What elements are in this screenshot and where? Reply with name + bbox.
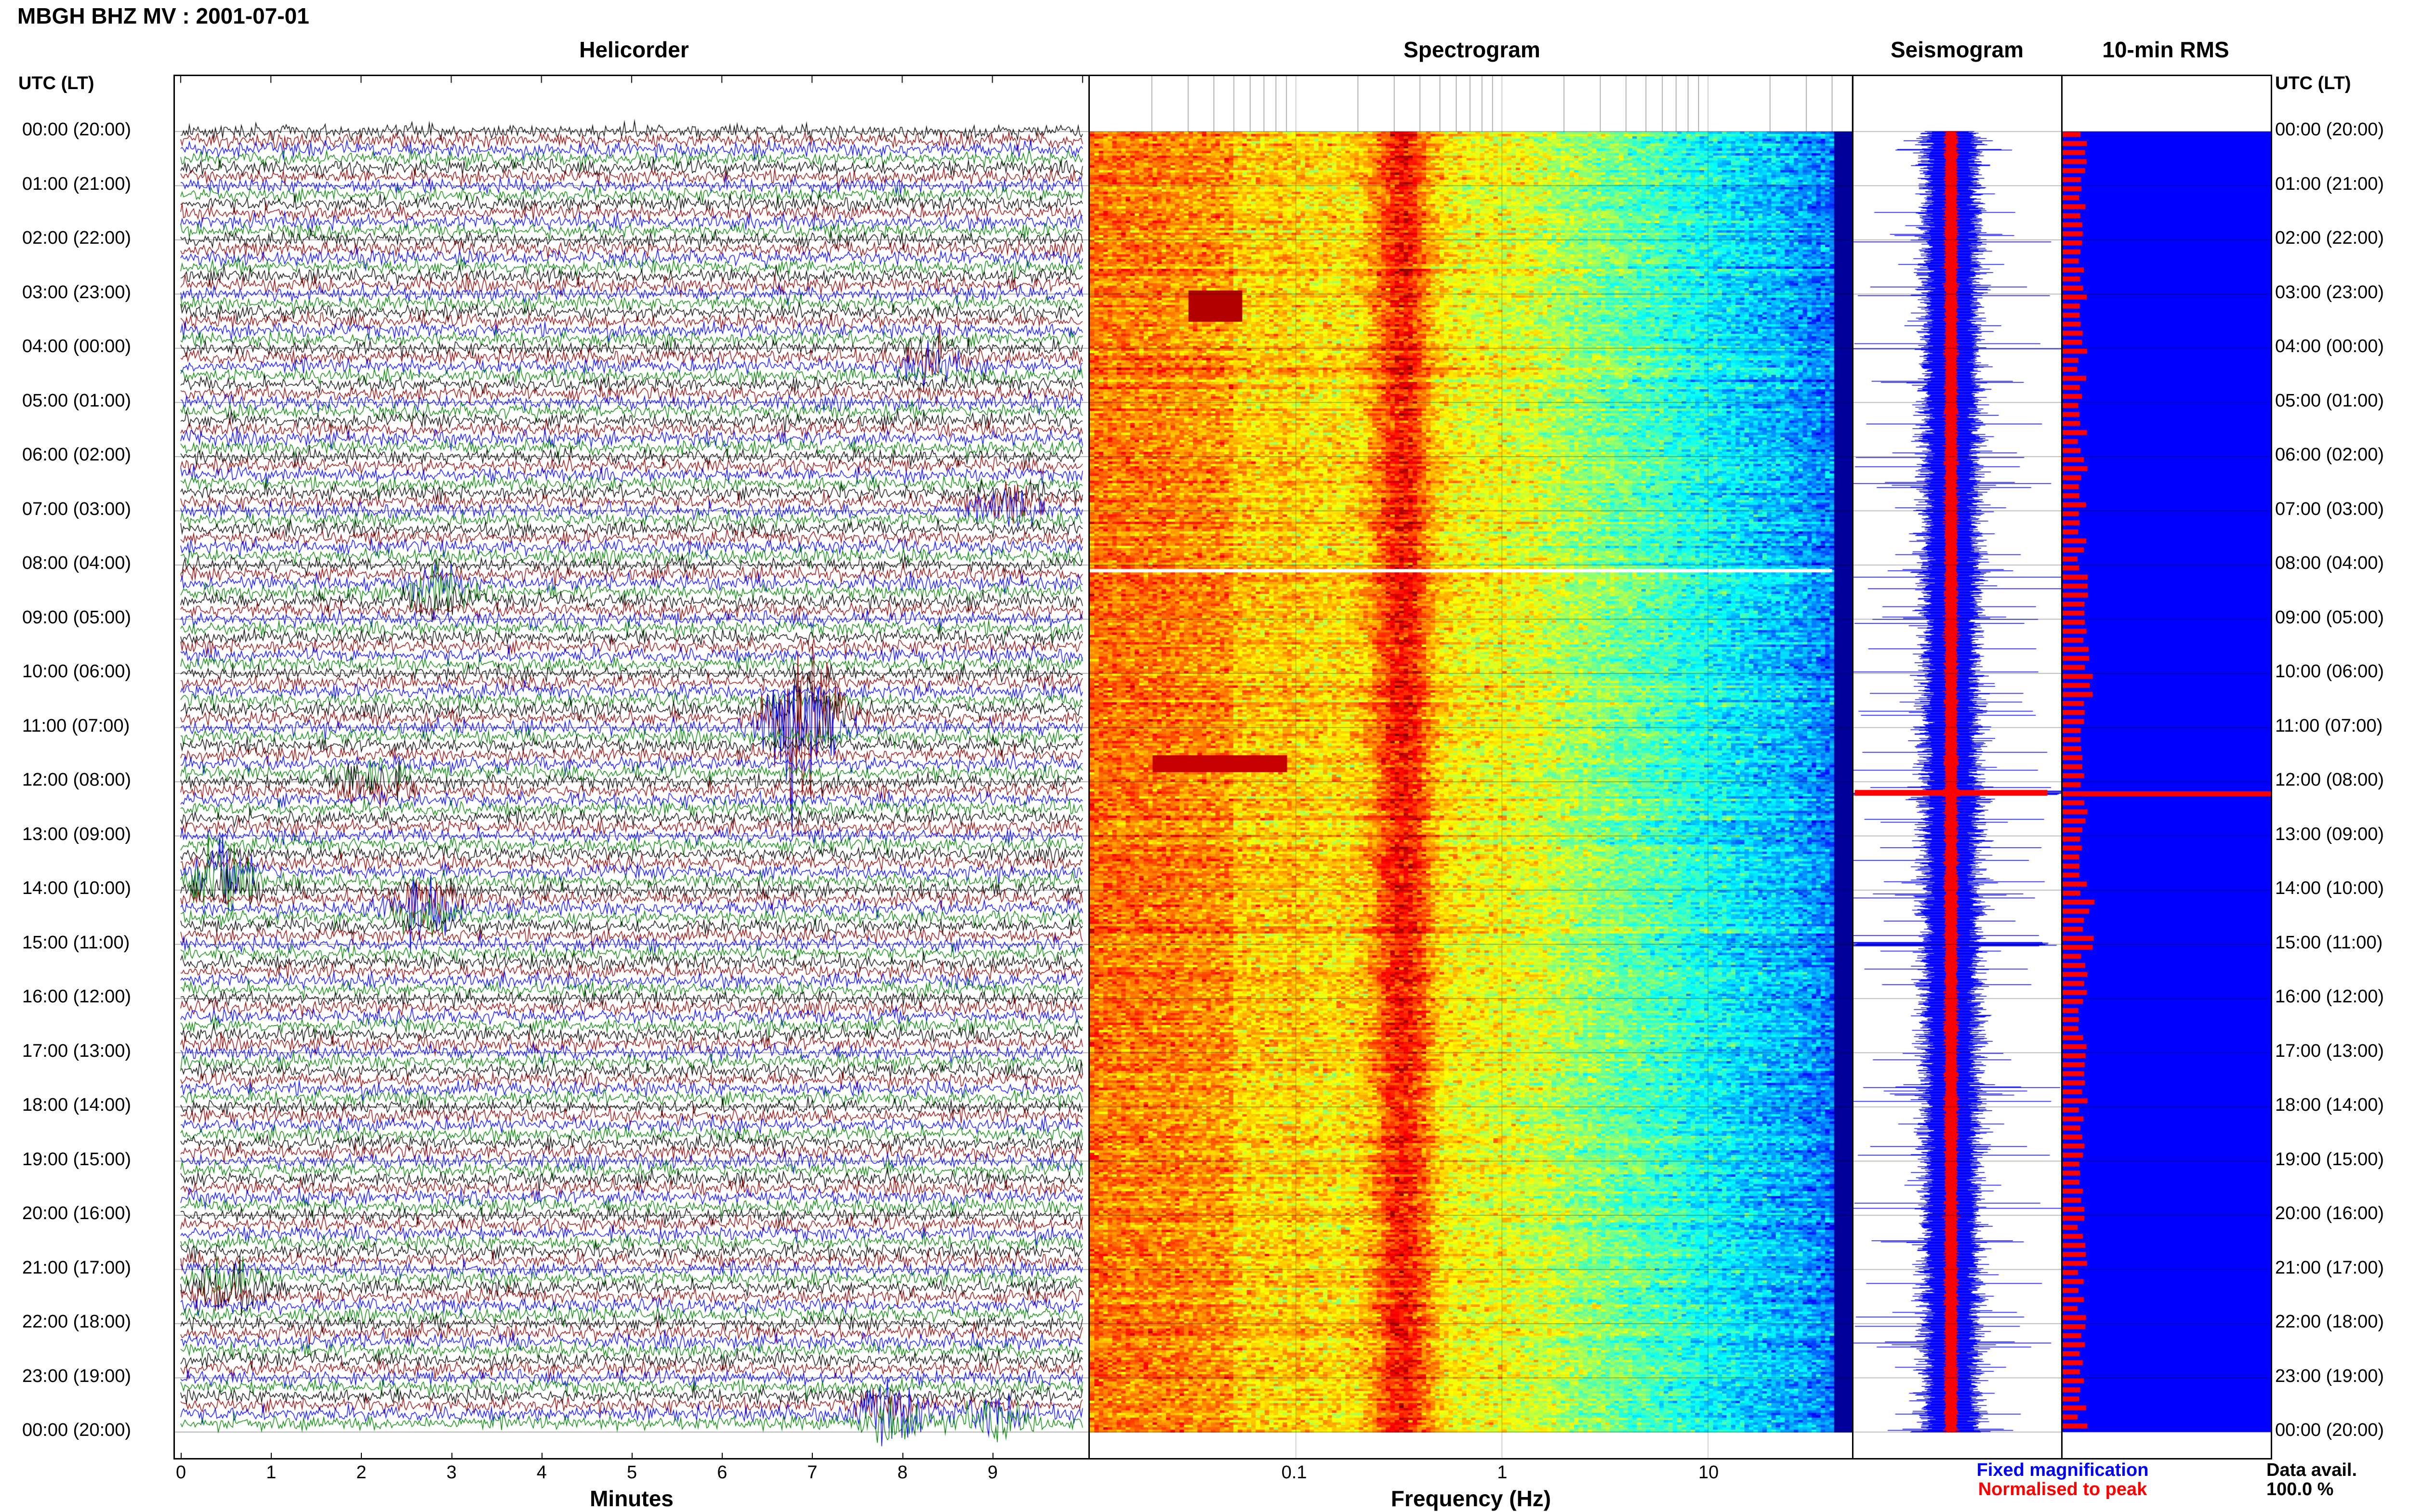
availability: Data avail. 100.0 % xyxy=(2266,1460,2357,1499)
time-label: 23:00 (19:00) xyxy=(22,1366,132,1386)
time-label: 05:00 (01:00) xyxy=(22,390,132,411)
rms-canvas xyxy=(2063,76,2271,1458)
time-label: 22:00 (18:00) xyxy=(2275,1312,2384,1332)
time-label: 13:00 (09:00) xyxy=(22,824,132,844)
helicorder-x-tick: 2 xyxy=(356,1462,367,1483)
helicorder-x-tick-mark xyxy=(541,1453,543,1459)
time-label: 16:00 (12:00) xyxy=(2275,986,2384,1007)
time-label: 17:00 (13:00) xyxy=(22,1040,132,1061)
time-label: 07:00 (03:00) xyxy=(22,499,132,519)
time-label: 11:00 (07:00) xyxy=(2275,715,2383,736)
helicorder-x-tick-mark xyxy=(271,1453,272,1459)
time-label: 15:00 (11:00) xyxy=(2275,932,2383,953)
time-label: 23:00 (19:00) xyxy=(2275,1366,2384,1386)
helicorder-x-tick: 0 xyxy=(176,1462,186,1483)
helicorder-canvas xyxy=(175,76,1088,1458)
time-label: 00:00 (20:00) xyxy=(2275,119,2384,140)
spectrogram-x-axis: 0.1 1 10 xyxy=(1088,1459,1853,1488)
helicorder-x-tick-mark xyxy=(722,1453,723,1459)
spectrogram-x-label: Frequency (Hz) xyxy=(1390,1486,1551,1511)
rms-title: 10-min RMS xyxy=(2102,37,2229,62)
time-label: 02:00 (22:00) xyxy=(2275,228,2384,248)
time-axis-right: 00:00 (20:00) 01:00 (21:00) 02:00 (22:00) 0… xyxy=(2272,0,2409,1512)
seismogram-panel xyxy=(1852,75,2063,1459)
time-label: 21:00 (17:00) xyxy=(2275,1257,2384,1278)
seismogram-title: Seismogram xyxy=(1890,37,2024,62)
time-label: 19:00 (15:00) xyxy=(2275,1149,2384,1170)
helicorder-x-tick-mark xyxy=(181,1453,182,1459)
time-label: 20:00 (16:00) xyxy=(2275,1203,2384,1223)
time-label: 12:00 (08:00) xyxy=(2275,770,2384,790)
utc-label-right: UTC (LT) xyxy=(2275,73,2351,93)
time-label: 12:00 (08:00) xyxy=(22,770,132,790)
time-label: 07:00 (03:00) xyxy=(2275,499,2384,519)
helicorder-x-tick: 8 xyxy=(897,1462,908,1483)
helicorder-x-tick: 6 xyxy=(717,1462,728,1483)
spectrogram-x-tick: 0.1 xyxy=(1281,1462,1307,1483)
helicorder-panel xyxy=(173,75,1090,1459)
time-label: 01:00 (21:00) xyxy=(22,173,132,194)
helicorder-x-tick-mark xyxy=(812,1453,813,1459)
time-label: 02:00 (22:00) xyxy=(22,228,132,248)
time-label: 14:00 (10:00) xyxy=(2275,878,2384,898)
availability-value: 100.0 % xyxy=(2266,1479,2334,1499)
spectrogram-panel xyxy=(1088,75,1853,1459)
time-label: 18:00 (14:00) xyxy=(2275,1095,2384,1115)
time-label: 01:00 (21:00) xyxy=(2275,173,2384,194)
time-label: 09:00 (05:00) xyxy=(22,607,132,628)
time-label: 08:00 (04:00) xyxy=(22,553,132,573)
time-label: 19:00 (15:00) xyxy=(22,1149,132,1170)
spectrogram-canvas xyxy=(1090,76,1852,1458)
spectrogram-x-tick: 10 xyxy=(1698,1462,1719,1483)
helicorder-x-tick: 4 xyxy=(536,1462,547,1483)
rms-panel xyxy=(2061,75,2272,1459)
time-label: 11:00 (07:00) xyxy=(22,715,130,736)
utc-label-left: UTC (LT) xyxy=(18,73,94,93)
legend-normalised: Normalised to peak xyxy=(1978,1479,2147,1499)
time-label: 21:00 (17:00) xyxy=(22,1257,132,1278)
helicorder-x-tick: 3 xyxy=(446,1462,457,1483)
time-label: 17:00 (13:00) xyxy=(2275,1040,2384,1061)
helicorder-title: Helicorder xyxy=(579,37,689,62)
legend-fixed: Fixed magnification xyxy=(1976,1460,2149,1480)
page-title: MBGH BHZ MV : 2001-07-01 xyxy=(17,3,309,28)
time-label: 15:00 (11:00) xyxy=(22,932,130,953)
time-label: 06:00 (02:00) xyxy=(2275,445,2384,465)
time-axis-left: 00:00 (20:00) 01:00 (21:00) 02:00 (22:00) 0… xyxy=(0,0,173,1512)
time-label: 05:00 (01:00) xyxy=(2275,390,2384,411)
helicorder-x-label: Minutes xyxy=(590,1486,674,1511)
helicorder-x-tick-mark xyxy=(361,1453,362,1459)
time-label: 18:00 (14:00) xyxy=(22,1095,132,1115)
time-label: 04:00 (00:00) xyxy=(22,336,132,356)
time-label: 08:00 (04:00) xyxy=(2275,553,2384,573)
helicorder-x-axis: 0 1 2 3 4 5 6 7 8 9 xyxy=(173,1453,1090,1488)
time-label: 00:00 (20:00) xyxy=(22,119,132,140)
spectrogram-x-tick: 1 xyxy=(1497,1462,1508,1483)
time-label: 00:00 (20:00) xyxy=(22,1420,132,1440)
time-label: 03:00 (23:00) xyxy=(22,282,132,302)
helicorder-x-tick-mark xyxy=(632,1453,633,1459)
time-label: 13:00 (09:00) xyxy=(2275,824,2384,844)
time-label: 10:00 (06:00) xyxy=(22,661,132,682)
time-label: 10:00 (06:00) xyxy=(2275,661,2384,682)
helicorder-x-tick: 5 xyxy=(627,1462,637,1483)
helicorder-x-tick: 1 xyxy=(266,1462,277,1483)
legend: Fixed magnification Normalised to peak xyxy=(1853,1460,2272,1499)
time-label: 03:00 (23:00) xyxy=(2275,282,2384,302)
helicorder-x-tick: 9 xyxy=(987,1462,998,1483)
availability-label: Data avail. xyxy=(2266,1460,2357,1480)
time-label: 20:00 (16:00) xyxy=(22,1203,132,1223)
helicorder-x-tick: 7 xyxy=(807,1462,818,1483)
time-label: 14:00 (10:00) xyxy=(22,878,132,898)
time-label: 00:00 (20:00) xyxy=(2275,1420,2384,1440)
time-label: 09:00 (05:00) xyxy=(2275,607,2384,628)
helicorder-x-tick-mark xyxy=(451,1453,452,1459)
helicorder-x-tick-mark xyxy=(902,1453,903,1459)
time-label: 16:00 (12:00) xyxy=(22,986,132,1007)
spectrogram-title: Spectrogram xyxy=(1403,37,1540,62)
time-label: 04:00 (00:00) xyxy=(2275,336,2384,356)
seismogram-canvas xyxy=(1853,76,2061,1458)
time-label: 22:00 (18:00) xyxy=(22,1312,132,1332)
time-label: 06:00 (02:00) xyxy=(22,445,132,465)
